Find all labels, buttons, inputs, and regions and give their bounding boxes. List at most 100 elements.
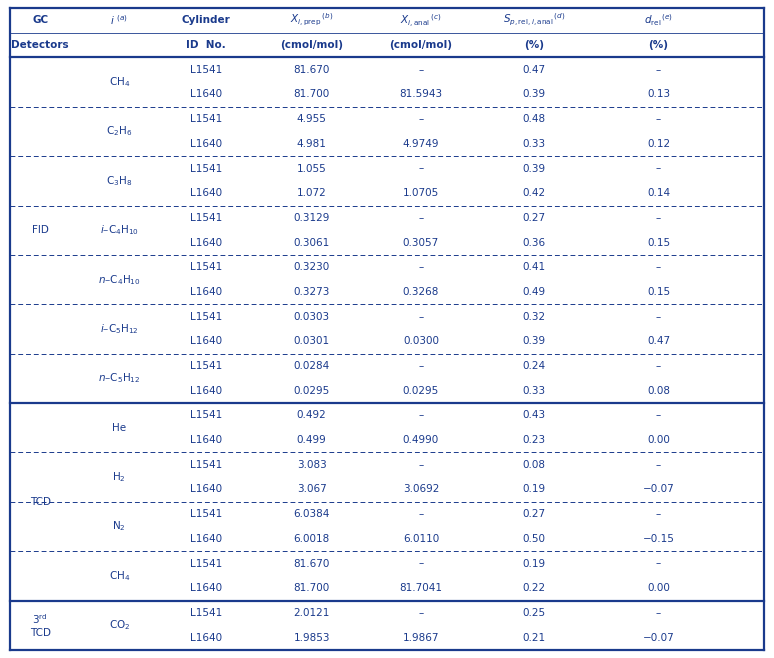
Text: $d_{\mathrm{rel}}$$^{\,(e)}$: $d_{\mathrm{rel}}$$^{\,(e)}$ (644, 13, 673, 28)
Text: $i$ $^{(a)}$: $i$ $^{(a)}$ (110, 13, 128, 27)
Text: 81.670: 81.670 (293, 559, 330, 569)
Text: $i$–C$_5$H$_{12}$: $i$–C$_5$H$_{12}$ (100, 322, 139, 336)
Text: –: – (656, 559, 661, 569)
Text: 0.3129: 0.3129 (293, 213, 330, 223)
Text: 0.13: 0.13 (647, 89, 670, 99)
Text: 0.12: 0.12 (647, 139, 670, 149)
Text: L1640: L1640 (190, 534, 222, 544)
Text: −0.07: −0.07 (642, 484, 674, 495)
Text: 0.08: 0.08 (522, 460, 546, 470)
Text: 3.083: 3.083 (296, 460, 327, 470)
Text: $i$–C$_4$H$_{10}$: $i$–C$_4$H$_{10}$ (100, 223, 139, 237)
Text: L1640: L1640 (190, 632, 222, 643)
Text: –: – (418, 509, 423, 519)
Text: N$_2$: N$_2$ (112, 520, 126, 534)
Text: L1541: L1541 (190, 213, 222, 223)
Text: Cylinder: Cylinder (182, 15, 231, 26)
Text: 0.0303: 0.0303 (293, 312, 330, 322)
Text: 0.3230: 0.3230 (293, 263, 330, 272)
Text: 1.9853: 1.9853 (293, 632, 330, 643)
Text: 0.19: 0.19 (522, 559, 546, 569)
Text: 81.5943: 81.5943 (399, 89, 443, 99)
Text: 0.00: 0.00 (647, 583, 670, 594)
Text: –: – (656, 312, 661, 322)
Text: L1541: L1541 (190, 263, 222, 272)
Text: –: – (418, 460, 423, 470)
Text: 0.39: 0.39 (522, 336, 546, 346)
Text: 0.41: 0.41 (522, 263, 546, 272)
Text: 0.32: 0.32 (522, 312, 546, 322)
Text: L1640: L1640 (190, 583, 222, 594)
Text: C$_3$H$_8$: C$_3$H$_8$ (106, 174, 132, 188)
Text: 1.072: 1.072 (296, 188, 327, 198)
Text: $X_{i,\mathrm{anal}}$$^{\,(c)}$: $X_{i,\mathrm{anal}}$$^{\,(c)}$ (400, 12, 442, 29)
Text: –: – (656, 213, 661, 223)
Text: L1640: L1640 (190, 238, 222, 247)
Text: Detectors: Detectors (12, 40, 69, 50)
Text: L1541: L1541 (190, 509, 222, 519)
Text: L1541: L1541 (190, 163, 222, 174)
Text: 0.33: 0.33 (522, 139, 546, 149)
Text: (%): (%) (649, 40, 669, 50)
Text: 3.0692: 3.0692 (402, 484, 439, 495)
Text: 0.492: 0.492 (296, 411, 327, 420)
Text: 0.33: 0.33 (522, 386, 546, 395)
Text: $X_{i,\mathrm{prep}}$$^{\,(b)}$: $X_{i,\mathrm{prep}}$$^{\,(b)}$ (290, 13, 333, 28)
Text: 0.47: 0.47 (647, 336, 670, 346)
Text: −0.07: −0.07 (642, 632, 674, 643)
Text: –: – (656, 411, 661, 420)
Text: 0.50: 0.50 (522, 534, 546, 544)
Text: 81.670: 81.670 (293, 64, 330, 75)
Text: 4.955: 4.955 (296, 114, 327, 124)
Text: L1640: L1640 (190, 484, 222, 495)
Text: L1640: L1640 (190, 287, 222, 297)
Text: C$_2$H$_6$: C$_2$H$_6$ (106, 124, 132, 138)
Text: 0.42: 0.42 (522, 188, 546, 198)
Text: 0.49: 0.49 (522, 287, 546, 297)
Text: 0.3268: 0.3268 (402, 287, 439, 297)
Text: 0.14: 0.14 (647, 188, 670, 198)
Text: 0.22: 0.22 (522, 583, 546, 594)
Text: He: He (112, 423, 126, 433)
Text: 0.0295: 0.0295 (293, 386, 330, 395)
Text: –: – (418, 114, 423, 124)
Text: −0.15: −0.15 (642, 534, 674, 544)
Text: 4.981: 4.981 (296, 139, 327, 149)
Text: –: – (418, 312, 423, 322)
Text: 0.25: 0.25 (522, 608, 546, 618)
Text: TCD: TCD (29, 497, 50, 507)
Text: –: – (656, 460, 661, 470)
Text: –: – (656, 361, 661, 371)
Text: L1541: L1541 (190, 559, 222, 569)
Text: (cmol/mol): (cmol/mol) (389, 40, 453, 50)
Text: 0.0301: 0.0301 (293, 336, 330, 346)
Text: 0.24: 0.24 (522, 361, 546, 371)
Text: –: – (656, 263, 661, 272)
Text: 81.700: 81.700 (293, 89, 330, 99)
Text: CH$_4$: CH$_4$ (108, 569, 130, 583)
Text: –: – (418, 608, 423, 618)
Text: 6.0384: 6.0384 (293, 509, 330, 519)
Text: L1541: L1541 (190, 608, 222, 618)
Text: (cmol/mol): (cmol/mol) (280, 40, 343, 50)
Text: CO$_2$: CO$_2$ (108, 619, 130, 632)
Text: 0.3061: 0.3061 (293, 238, 330, 247)
Text: L1541: L1541 (190, 411, 222, 420)
Text: 0.0284: 0.0284 (293, 361, 330, 371)
Text: –: – (418, 64, 423, 75)
Text: $S_{p,\mathrm{rel},i,\mathrm{anal}}$$^{\,(d)}$: $S_{p,\mathrm{rel},i,\mathrm{anal}}$$^{\… (503, 13, 565, 28)
Text: 0.23: 0.23 (522, 435, 546, 445)
Text: GC: GC (32, 15, 48, 26)
Text: 0.0295: 0.0295 (402, 386, 439, 395)
Text: 6.0110: 6.0110 (402, 534, 439, 544)
Text: L1541: L1541 (190, 114, 222, 124)
Text: 81.7041: 81.7041 (399, 583, 443, 594)
Text: 0.4990: 0.4990 (402, 435, 439, 445)
Text: 0.21: 0.21 (522, 632, 546, 643)
Text: 0.499: 0.499 (296, 435, 327, 445)
Text: –: – (418, 559, 423, 569)
Text: 1.055: 1.055 (296, 163, 327, 174)
Text: –: – (418, 361, 423, 371)
Text: –: – (656, 608, 661, 618)
Text: $n$–C$_4$H$_{10}$: $n$–C$_4$H$_{10}$ (98, 272, 141, 286)
